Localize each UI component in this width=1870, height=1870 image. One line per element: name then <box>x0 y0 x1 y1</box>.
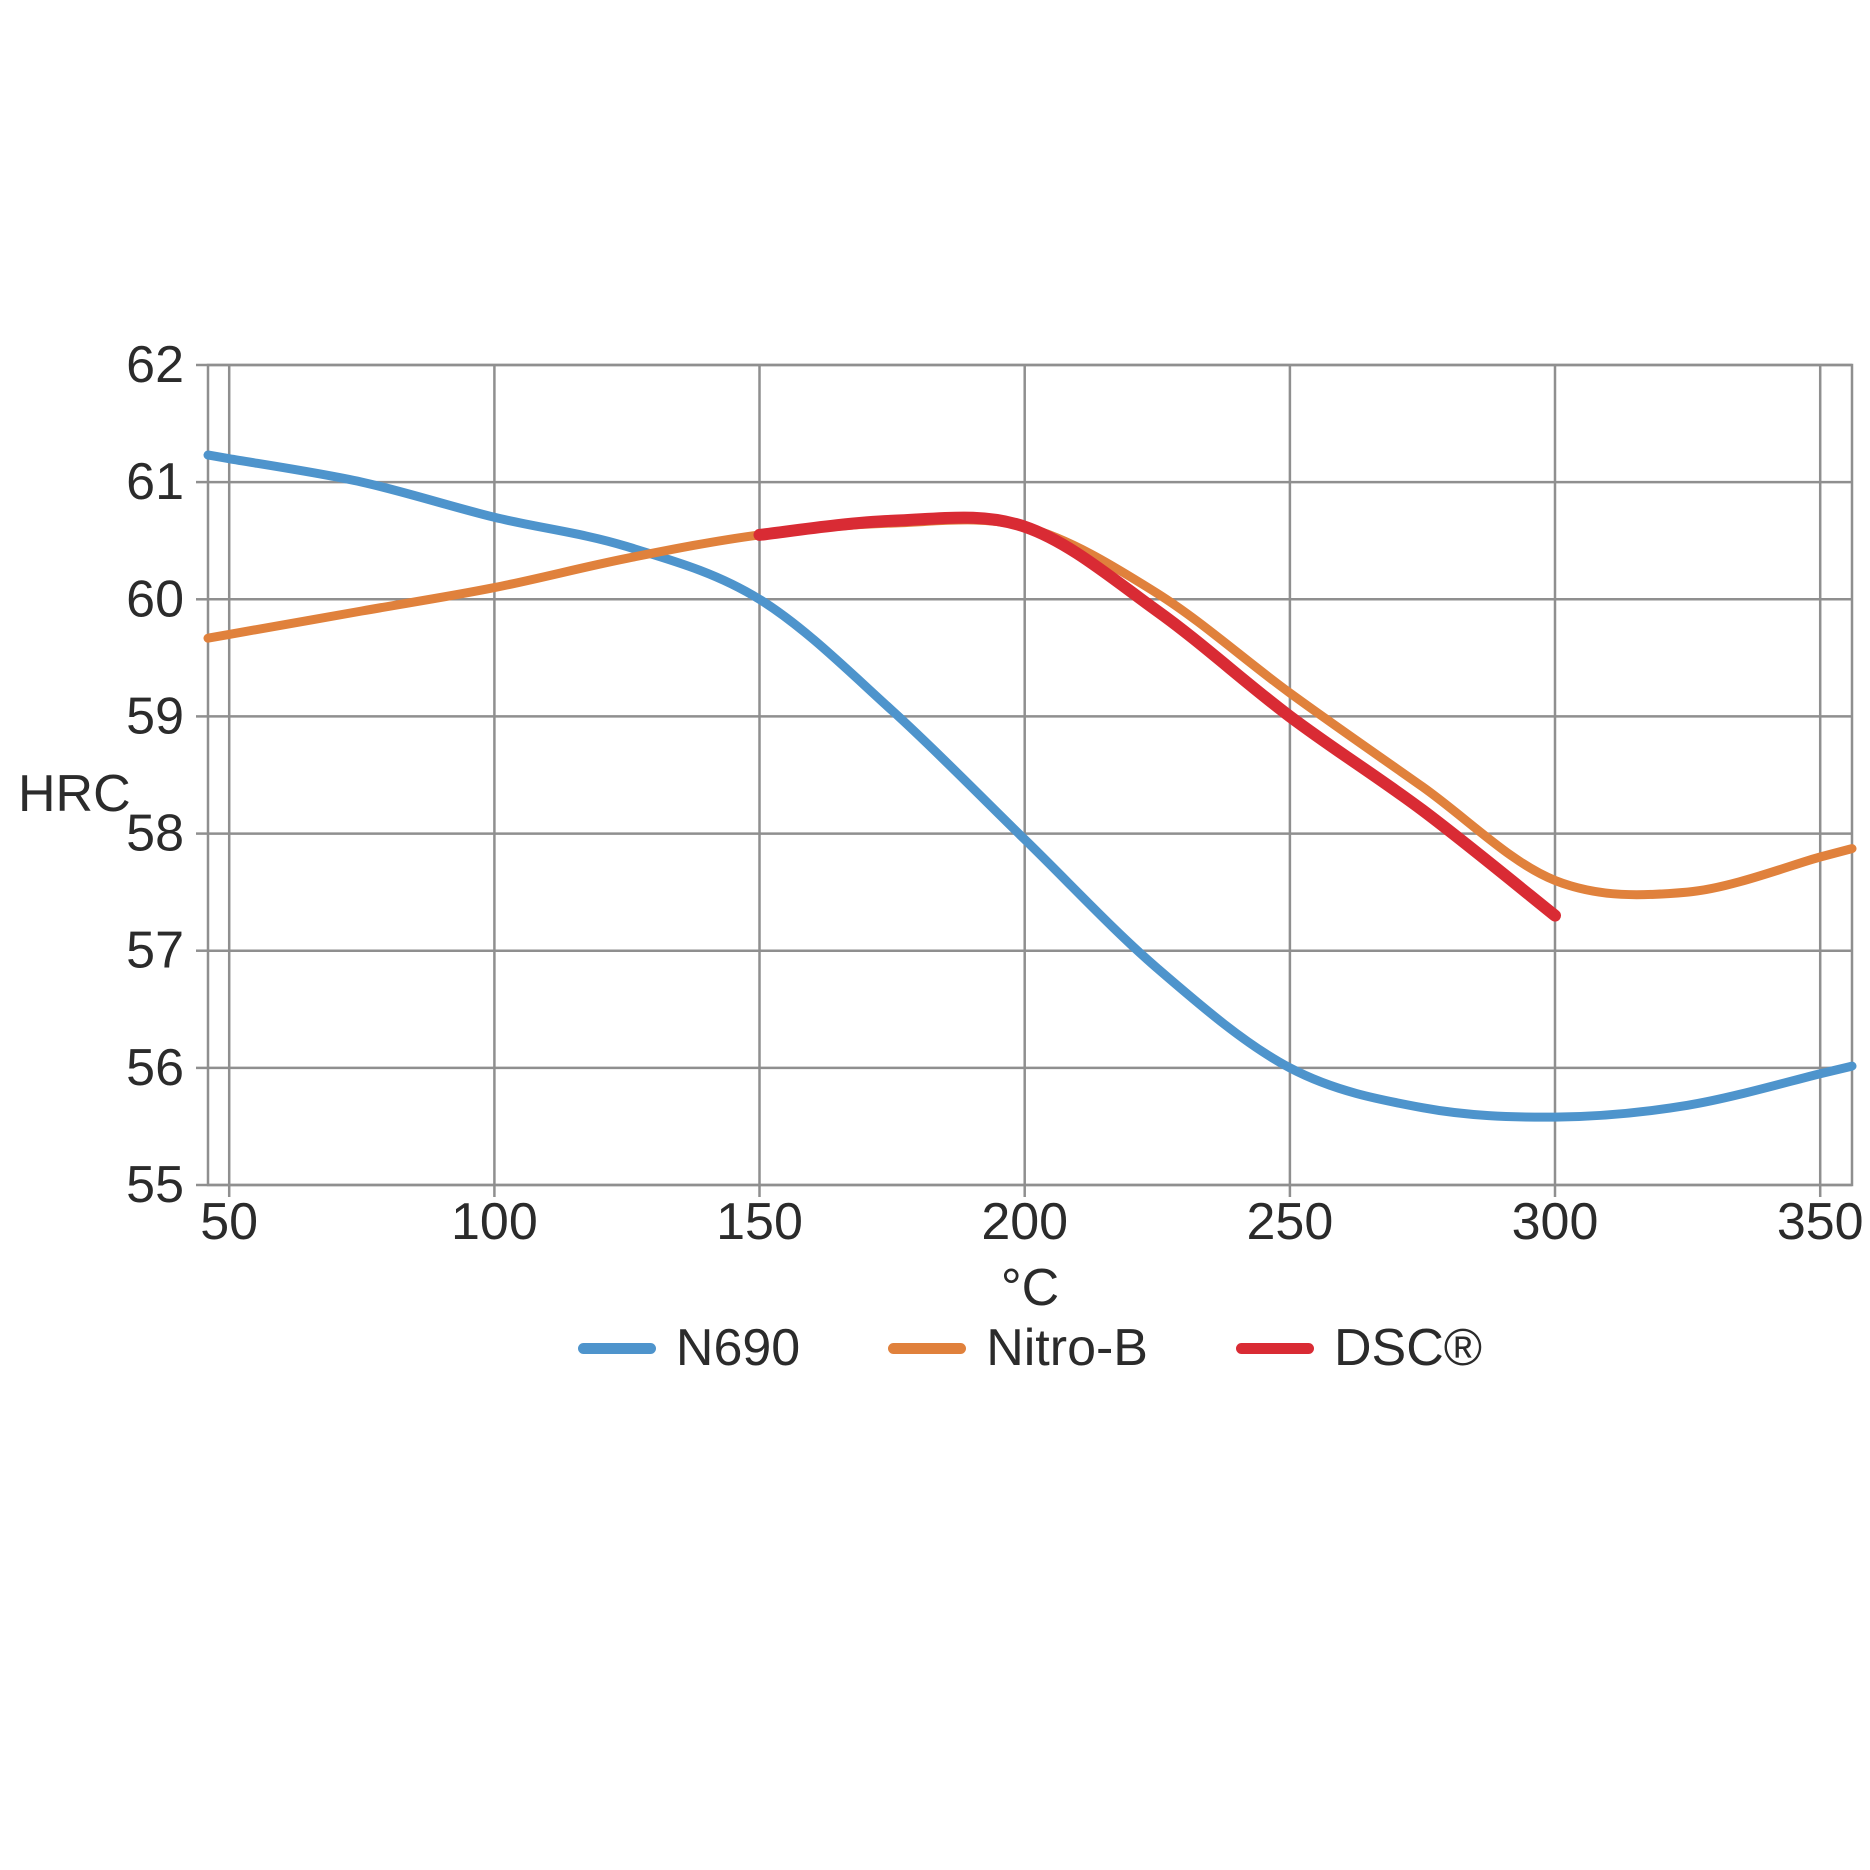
series-line-N690 <box>203 450 1857 1122</box>
y-axis-title: HRC <box>18 765 131 823</box>
legend: N690 Nitro-B DSC® <box>208 1322 1852 1374</box>
legend-marker-icon <box>1236 1342 1314 1354</box>
x-tick-label: 100 <box>451 1193 538 1251</box>
y-tick-label: 60 <box>126 570 184 628</box>
plot-border <box>206 363 1854 1187</box>
x-tick-label: 350 <box>1777 1193 1864 1251</box>
x-axis-title: °C <box>1000 1259 1060 1317</box>
y-tick-label: 62 <box>126 336 184 394</box>
x-tick-label: 150 <box>716 1193 803 1251</box>
legend-item-NitroB: Nitro-B <box>888 1322 1148 1374</box>
legend-label: Nitro-B <box>986 1319 1148 1377</box>
y-tick-label: 61 <box>126 453 184 511</box>
legend-marker-icon <box>577 1342 656 1354</box>
x-tick-label: 300 <box>1512 1193 1599 1251</box>
y-tick-label: 59 <box>126 687 184 745</box>
series-line-DSC <box>753 511 1561 922</box>
y-tick-label: 55 <box>126 1156 184 1214</box>
x-tick-label: 200 <box>981 1193 1068 1251</box>
y-tick-label: 57 <box>126 922 184 980</box>
x-tick-label: 50 <box>200 1193 258 1251</box>
legend-label: N690 <box>675 1319 801 1377</box>
y-tick-label: 58 <box>126 805 184 863</box>
x-tick-label: 250 <box>1247 1193 1334 1251</box>
y-tick-label: 56 <box>126 1039 184 1097</box>
legend-item-N690: N690 <box>577 1319 801 1377</box>
legend-item-DSC: DSC® <box>1236 1322 1482 1374</box>
legend-label: DSC® <box>1334 1319 1483 1377</box>
legend-marker-icon <box>888 1342 967 1354</box>
